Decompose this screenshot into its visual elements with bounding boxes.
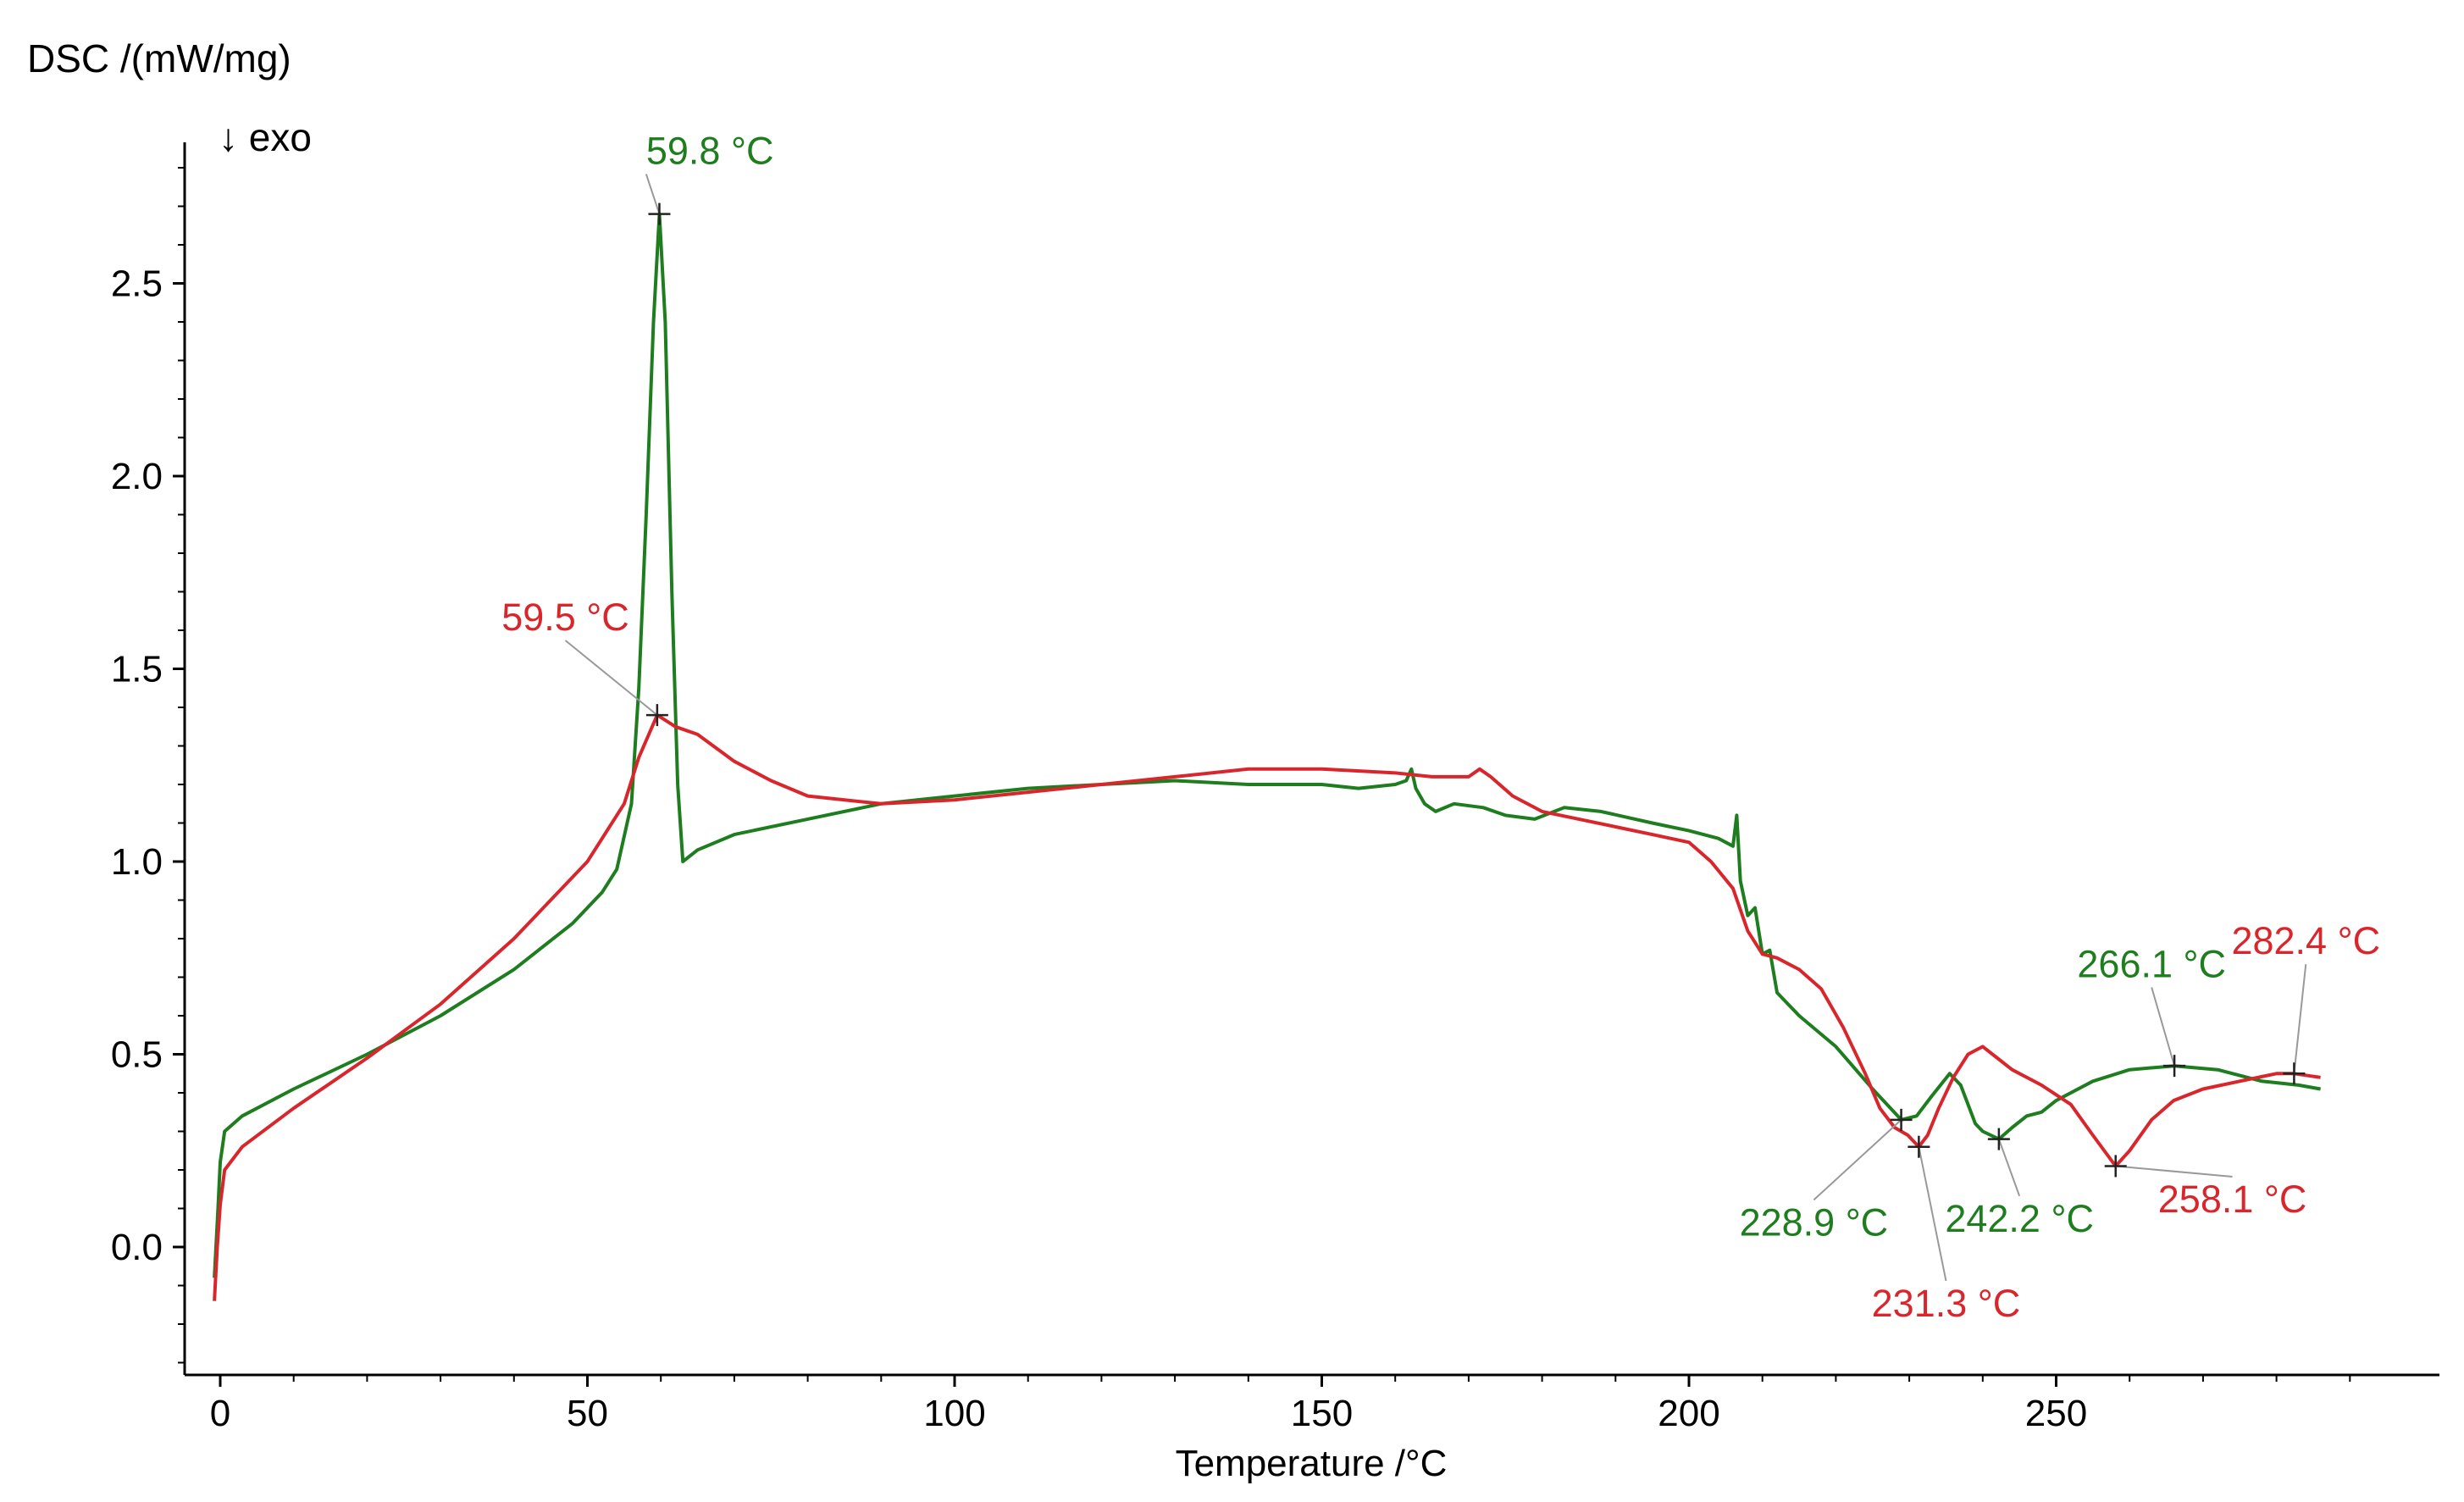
y-tick-label: 2.5 [111, 263, 163, 305]
series-lines [213, 212, 2321, 1301]
annotation-leader [2293, 964, 2307, 1074]
y-tick-label: 1.5 [111, 649, 163, 690]
peak-label: 228.9 °C [1740, 1200, 1889, 1244]
y-tick-label: 0.0 [111, 1227, 163, 1268]
annotation-leader [645, 174, 661, 214]
peak-label: 59.8 °C [646, 129, 774, 172]
x-tick-label: 0 [210, 1393, 230, 1434]
y-tick-label: 2.0 [111, 456, 163, 497]
x-axis-title: Temperature /°C [1176, 1443, 1448, 1484]
x-tick-label: 200 [1658, 1393, 1719, 1434]
annotation-leader [1918, 1146, 1947, 1282]
y-tick-label: 1.0 [111, 841, 163, 883]
y-axis-title: DSC /(mW/mg) [27, 36, 291, 80]
x-tick-label: 150 [1291, 1393, 1353, 1434]
y-tick-label: 0.5 [111, 1034, 163, 1076]
x-tick-label: 100 [923, 1393, 985, 1434]
exo-direction-label: ↓ exo [219, 115, 312, 159]
annotation-leader [1813, 1119, 1902, 1201]
peak-label: 59.5 °C [501, 596, 629, 639]
peak-label: 258.1 °C [2158, 1178, 2307, 1221]
annotation-leader [2151, 987, 2176, 1067]
peak-label: 282.4 °C [2231, 919, 2380, 962]
ticks: 0.0 0.5 1.0 1.5 2.0 2.5 0 50 100 150 200 250 [111, 167, 2351, 1434]
peak-label: 266.1 °C [2077, 943, 2226, 986]
peak-label: 242.2 °C [1945, 1197, 2094, 1240]
peak-annotations: 59.8 °C 59.5 °C 228.9 °C 231.3 °C 242.2 °C 25… [501, 129, 2380, 1324]
series-line-red [213, 713, 2321, 1301]
series-line-green [213, 212, 2321, 1278]
x-tick-label: 50 [567, 1393, 608, 1434]
annotation-leader [2115, 1165, 2233, 1178]
axes [183, 142, 2439, 1377]
peak-label: 231.3 °C [1872, 1282, 2021, 1325]
annotation-leader [1997, 1139, 2021, 1197]
annotation-leader [564, 640, 658, 716]
x-tick-label: 250 [2025, 1393, 2087, 1434]
